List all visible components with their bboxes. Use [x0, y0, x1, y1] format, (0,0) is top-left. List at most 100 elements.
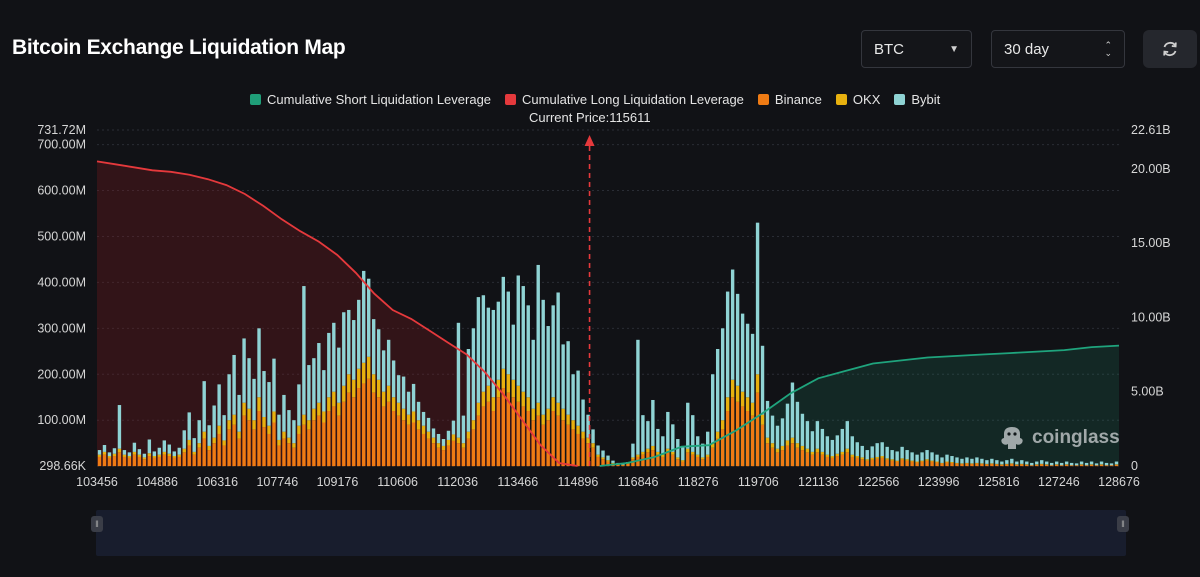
bar-bybit: [646, 421, 650, 449]
bar-binance: [1079, 464, 1084, 467]
bar-binance: [805, 452, 810, 467]
bar-binance: [770, 447, 775, 467]
bar-binance: [671, 454, 675, 467]
bar-okx: [825, 454, 830, 457]
refresh-button[interactable]: [1143, 30, 1197, 68]
bar-bybit: [516, 275, 520, 386]
legend-swatch: [757, 94, 769, 105]
bar-bybit: [596, 445, 600, 455]
refresh-icon: [1163, 41, 1177, 57]
bar-binance: [157, 456, 162, 467]
bar-okx: [606, 460, 610, 462]
bar-binance: [386, 401, 391, 467]
bar-bybit: [476, 297, 481, 403]
bar-binance: [835, 456, 840, 467]
bar-binance: [337, 415, 341, 467]
bar-bybit: [1020, 460, 1024, 464]
bar-bybit: [172, 451, 176, 457]
bar-okx: [436, 443, 441, 448]
bar-bybit: [785, 403, 790, 441]
bar-binance: [491, 411, 496, 467]
bar-okx: [975, 462, 979, 464]
bar-binance: [1054, 464, 1059, 467]
bar-okx: [860, 457, 864, 460]
legend-item-bybit[interactable]: Bybit: [894, 92, 940, 107]
slider-handle-left[interactable]: ‖: [91, 516, 103, 532]
bar-okx: [117, 448, 122, 453]
bar-okx: [631, 457, 635, 460]
current-price-marker: [584, 135, 595, 466]
legend-item-short[interactable]: Cumulative Short Liquidation Leverage: [250, 92, 491, 107]
bar-okx: [711, 443, 715, 448]
bar-bybit: [247, 358, 251, 409]
bar-bybit: [755, 222, 760, 375]
bar-bybit: [581, 399, 585, 432]
bar-bybit: [162, 440, 166, 452]
bar-binance: [436, 447, 441, 467]
x-tick-label: 104886: [136, 475, 178, 489]
y-left-tick-label: 731.72M: [37, 123, 86, 137]
legend-item-binance[interactable]: Binance: [757, 92, 822, 107]
bar-binance: [1059, 465, 1064, 467]
bar-bybit: [456, 322, 461, 438]
coin-select[interactable]: BTC ▼: [861, 30, 972, 68]
bar-okx: [486, 385, 491, 402]
bar-binance: [416, 429, 421, 467]
bar-bybit: [651, 399, 655, 446]
bar-okx: [112, 453, 117, 457]
legend-item-long[interactable]: Cumulative Long Liquidation Leverage: [505, 92, 744, 107]
bar-bybit: [661, 436, 665, 455]
bar-bybit: [521, 286, 525, 392]
bar-binance: [556, 415, 560, 467]
bar-binance: [506, 392, 510, 467]
x-tick-label: 118276: [678, 475, 719, 489]
bar-okx: [770, 443, 775, 448]
bar-okx: [706, 454, 710, 457]
bar-bybit: [1040, 460, 1044, 464]
bar-bybit: [1079, 461, 1084, 465]
bar-binance: [147, 456, 152, 467]
bar-okx: [571, 420, 575, 430]
bar-okx: [322, 411, 326, 423]
bar-binance: [995, 464, 999, 467]
bar-bybit: [571, 374, 575, 421]
bar-binance: [197, 447, 201, 467]
bar-okx: [611, 462, 615, 464]
coinglass-watermark: coinglass: [998, 424, 1120, 452]
bar-binance: [152, 457, 157, 467]
bar-bybit: [491, 309, 496, 398]
range-slider[interactable]: [96, 510, 1126, 556]
bar-binance: [915, 462, 919, 467]
bar-binance: [571, 429, 575, 467]
bar-okx: [955, 462, 959, 464]
bar-binance: [381, 406, 386, 467]
bar-okx: [930, 460, 934, 462]
bar-okx: [357, 368, 361, 389]
bar-okx: [950, 462, 954, 463]
bar-binance: [780, 450, 785, 467]
bar-bybit: [730, 269, 735, 380]
bar-bybit: [556, 292, 560, 403]
slider-handle-right[interactable]: ‖: [1117, 516, 1129, 532]
bar-binance: [1040, 464, 1044, 467]
bar-bybit: [242, 338, 246, 403]
bar-binance: [471, 429, 476, 467]
bar-binance: [870, 459, 874, 467]
legend-item-okx[interactable]: OKX: [835, 92, 880, 107]
bar-bybit: [950, 456, 954, 462]
bar-okx: [775, 448, 780, 453]
bar-bybit: [317, 343, 321, 403]
bar-okx: [870, 457, 874, 460]
bar-binance: [496, 397, 501, 467]
bar-bybit: [631, 443, 635, 458]
bar-okx: [481, 391, 486, 407]
bar-bybit: [666, 411, 670, 449]
bar-binance: [1114, 464, 1119, 467]
bar-binance: [790, 443, 795, 467]
time-range-select[interactable]: 30 day ⌃ ⌄: [991, 30, 1125, 68]
page-title: Bitcoin Exchange Liquidation Map: [12, 36, 346, 59]
bar-binance: [292, 447, 296, 467]
bar-okx: [1010, 463, 1014, 464]
bar-binance: [1050, 465, 1054, 467]
